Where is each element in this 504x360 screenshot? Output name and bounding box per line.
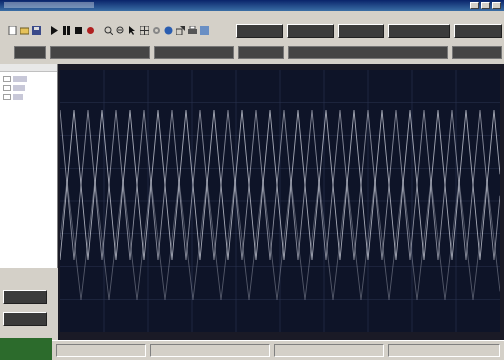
tree-expand-icon[interactable] bbox=[3, 76, 11, 82]
channel-field-2[interactable] bbox=[50, 46, 150, 59]
tree-expand-icon[interactable] bbox=[3, 85, 11, 91]
pause-icon[interactable] bbox=[62, 26, 71, 35]
tree-item[interactable] bbox=[13, 85, 25, 91]
navigation-tree bbox=[0, 64, 58, 268]
menu-bar bbox=[0, 11, 504, 21]
close-button[interactable] bbox=[492, 2, 501, 9]
channel-field-4[interactable] bbox=[238, 46, 284, 59]
status-cell-2 bbox=[150, 344, 270, 357]
cursor-icon[interactable] bbox=[128, 26, 137, 35]
title-bar bbox=[0, 0, 504, 11]
side-button-1[interactable] bbox=[3, 290, 47, 304]
toolbar-button-4[interactable] bbox=[388, 24, 450, 38]
print-icon[interactable] bbox=[188, 26, 197, 35]
channel-field-3[interactable] bbox=[154, 46, 234, 59]
waveform-trace-1 bbox=[59, 109, 501, 261]
toolbar-button-2[interactable] bbox=[287, 24, 334, 38]
minimize-button[interactable] bbox=[470, 2, 479, 9]
info-icon[interactable] bbox=[200, 26, 209, 35]
play-icon[interactable] bbox=[50, 26, 59, 35]
toolbar bbox=[0, 21, 504, 41]
tree-header bbox=[0, 64, 57, 72]
help-icon[interactable] bbox=[164, 26, 173, 35]
channel-field-5[interactable] bbox=[288, 46, 448, 59]
open-icon[interactable] bbox=[20, 26, 29, 35]
tree-item[interactable] bbox=[13, 94, 23, 100]
status-cell-4 bbox=[388, 344, 500, 357]
tree-expand-icon[interactable] bbox=[3, 94, 11, 100]
waveform-trace-2 bbox=[59, 109, 501, 261]
toolbar-button-5[interactable] bbox=[454, 24, 502, 38]
channel-field-6[interactable] bbox=[452, 46, 502, 59]
zoom-in-icon[interactable] bbox=[104, 26, 113, 35]
side-controls bbox=[0, 268, 58, 340]
grid-icon[interactable] bbox=[140, 26, 149, 35]
menu-item-2[interactable] bbox=[24, 12, 38, 20]
save-icon[interactable] bbox=[32, 26, 41, 35]
oscilloscope-display bbox=[59, 70, 501, 332]
tree-item[interactable] bbox=[13, 76, 27, 82]
start-area bbox=[0, 338, 52, 360]
channel-field-1[interactable] bbox=[14, 46, 46, 59]
zoom-out-icon[interactable] bbox=[116, 26, 125, 35]
menu-item-5[interactable] bbox=[80, 12, 92, 20]
waveform-plot bbox=[59, 70, 501, 332]
menu-item-1[interactable] bbox=[4, 12, 20, 20]
toolbar-button-1[interactable] bbox=[236, 24, 283, 38]
new-icon[interactable] bbox=[8, 26, 17, 35]
toolbar-button-3[interactable] bbox=[338, 24, 384, 38]
channel-strip bbox=[0, 41, 504, 64]
status-cell-3 bbox=[274, 344, 384, 357]
status-cell-1 bbox=[56, 344, 146, 357]
record-icon[interactable] bbox=[86, 26, 95, 35]
settings-icon[interactable] bbox=[152, 26, 161, 35]
window-title bbox=[4, 2, 94, 8]
export-icon[interactable] bbox=[176, 26, 185, 35]
maximize-button[interactable] bbox=[481, 2, 490, 9]
menu-item-3[interactable] bbox=[42, 12, 58, 20]
side-button-2[interactable] bbox=[3, 312, 47, 326]
stop-icon[interactable] bbox=[74, 26, 83, 35]
menu-item-4[interactable] bbox=[62, 12, 76, 20]
waveform-trace-3 bbox=[59, 179, 501, 301]
status-bar bbox=[52, 340, 504, 360]
